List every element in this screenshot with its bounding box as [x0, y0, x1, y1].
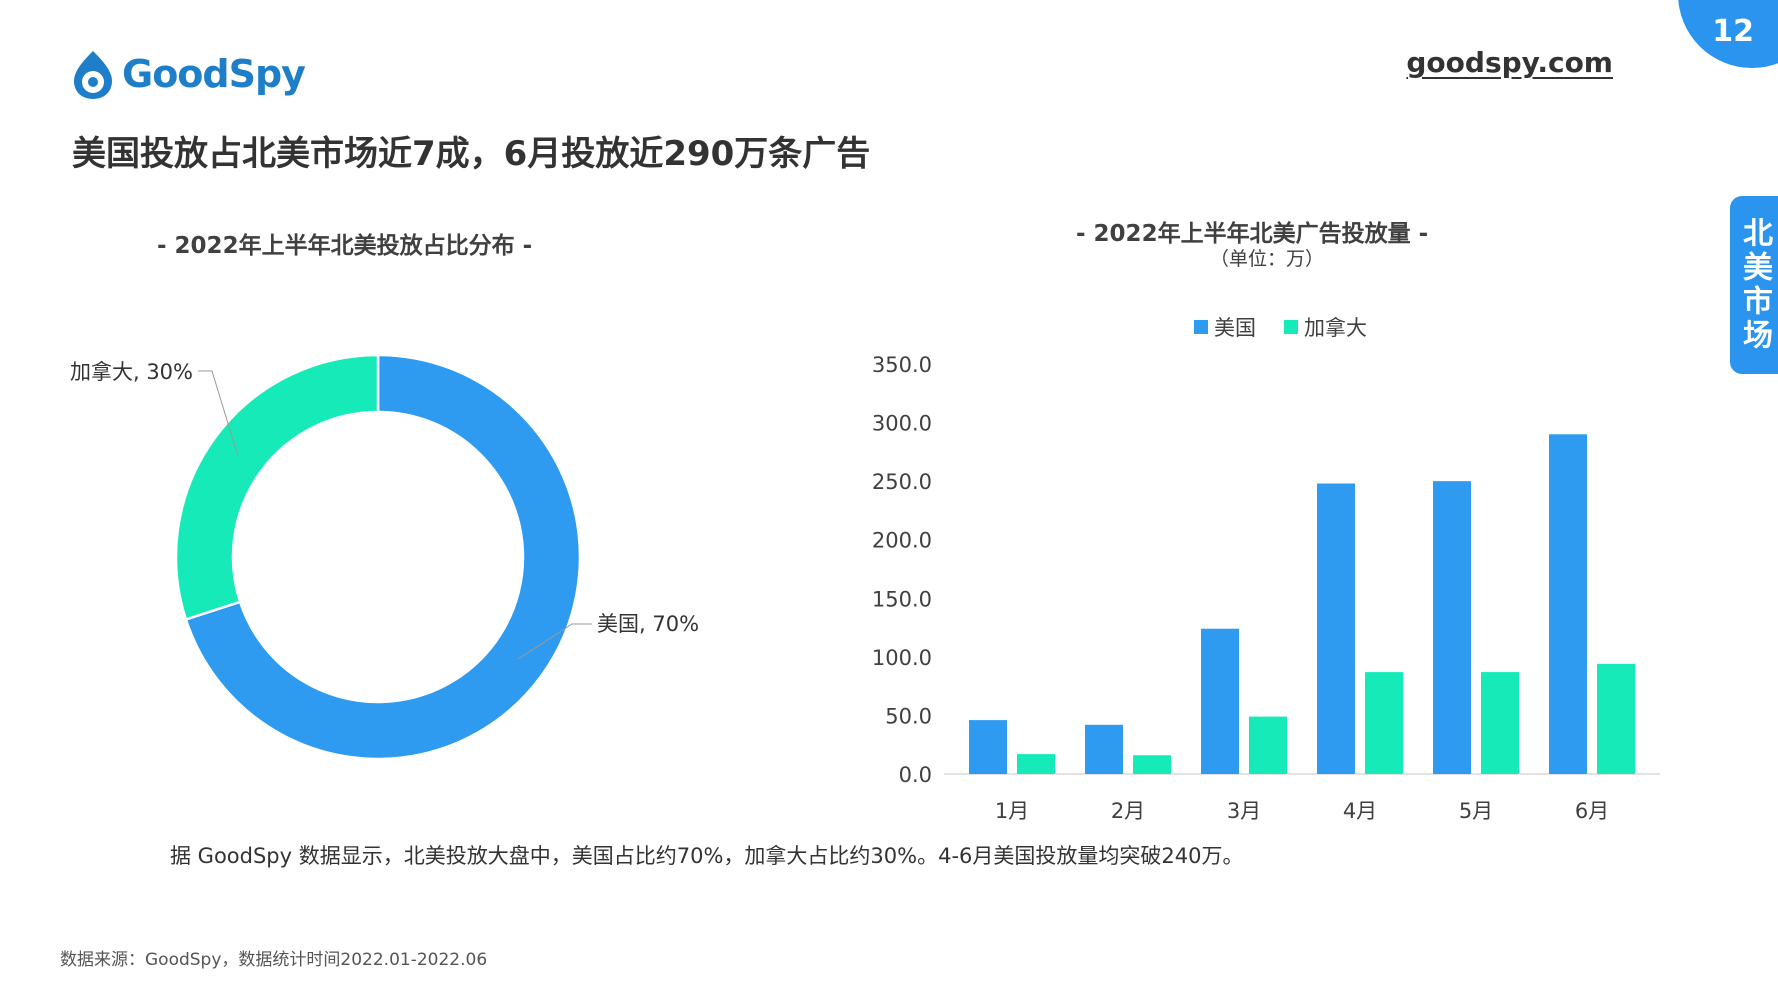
y-tick-label: 350.0	[872, 353, 932, 377]
y-tick-label: 300.0	[872, 412, 932, 436]
y-tick-label: 150.0	[872, 587, 932, 611]
legend-item-canada: 加拿大	[1284, 312, 1367, 342]
legend-label-us: 美国	[1214, 316, 1256, 340]
bar-chart: 0.0 50.0 100.0 150.0 200.0 250.0 300.0 350.0 1月 2…	[872, 353, 1660, 823]
y-tick-label: 100.0	[872, 646, 932, 670]
y-tick-label: 250.0	[872, 470, 932, 494]
donut-leader-line	[518, 623, 592, 660]
page-number: 12	[1712, 14, 1754, 49]
legend-label-canada: 加拿大	[1304, 316, 1367, 340]
bar-chart-legend: 美国 加拿大	[1194, 312, 1395, 342]
x-tick-label: 3月	[1227, 799, 1261, 823]
legend-swatch-canada	[1284, 320, 1298, 334]
bar-us-6	[1549, 434, 1587, 774]
section-side-tab[interactable]: 北美市场	[1730, 196, 1778, 374]
bar-canada-4	[1365, 672, 1403, 774]
bar-canada-6	[1597, 663, 1635, 774]
bar-chart-subtitle: （单位：万）	[1210, 248, 1325, 270]
bar-canada-2	[1133, 755, 1171, 774]
donut-slice-canada	[174, 353, 380, 621]
bar-us-3	[1201, 628, 1239, 774]
x-tick-label: 2月	[1111, 799, 1145, 823]
source-note: 数据来源：GoodSpy，数据统计时间2022.01-2022.06	[60, 950, 488, 970]
page-headline: 美国投放占北美市场近7成，6月投放近290万条广告	[72, 134, 871, 174]
y-tick-label: 0.0	[899, 763, 932, 787]
bar-canada-3	[1249, 716, 1287, 774]
x-tick-label: 6月	[1575, 799, 1609, 823]
section-side-tab-label: 北美市场	[1737, 217, 1772, 353]
goodspy-logo-icon	[74, 51, 112, 99]
bar-us-5	[1433, 481, 1471, 774]
site-link[interactable]: goodspy.com	[1406, 46, 1613, 79]
goodspy-logo: GoodSpy	[70, 44, 306, 104]
bar-us-4	[1317, 483, 1355, 774]
y-tick-label: 50.0	[885, 704, 932, 728]
donut-label-us: 美国, 70%	[597, 612, 699, 636]
donut-leader-line	[198, 370, 239, 456]
bar-canada-1	[1017, 754, 1055, 774]
donut-slice-us	[184, 353, 582, 761]
brand-name: GoodSpy	[122, 52, 306, 96]
legend-swatch-us	[1194, 320, 1208, 334]
donut-chart: 美国, 70% 加拿大, 30%	[70, 353, 699, 761]
summary-text: 据 GoodSpy 数据显示，北美投放大盘中，美国占比约70%，加拿大占比约30…	[170, 844, 1244, 868]
x-tick-label: 1月	[995, 799, 1029, 823]
bar-us-2	[1085, 724, 1123, 774]
y-tick-label: 200.0	[872, 529, 932, 553]
legend-item-us: 美国	[1194, 312, 1256, 342]
bar-us-1	[969, 720, 1007, 774]
donut-label-canada: 加拿大, 30%	[70, 360, 193, 384]
donut-chart-title: - 2022年上半年北美投放占比分布 -	[157, 233, 533, 259]
x-tick-label: 4月	[1343, 799, 1377, 823]
bar-canada-5	[1481, 672, 1519, 774]
x-tick-label: 5月	[1459, 799, 1493, 823]
bar-chart-title: - 2022年上半年北美广告投放量 -	[1076, 221, 1429, 247]
